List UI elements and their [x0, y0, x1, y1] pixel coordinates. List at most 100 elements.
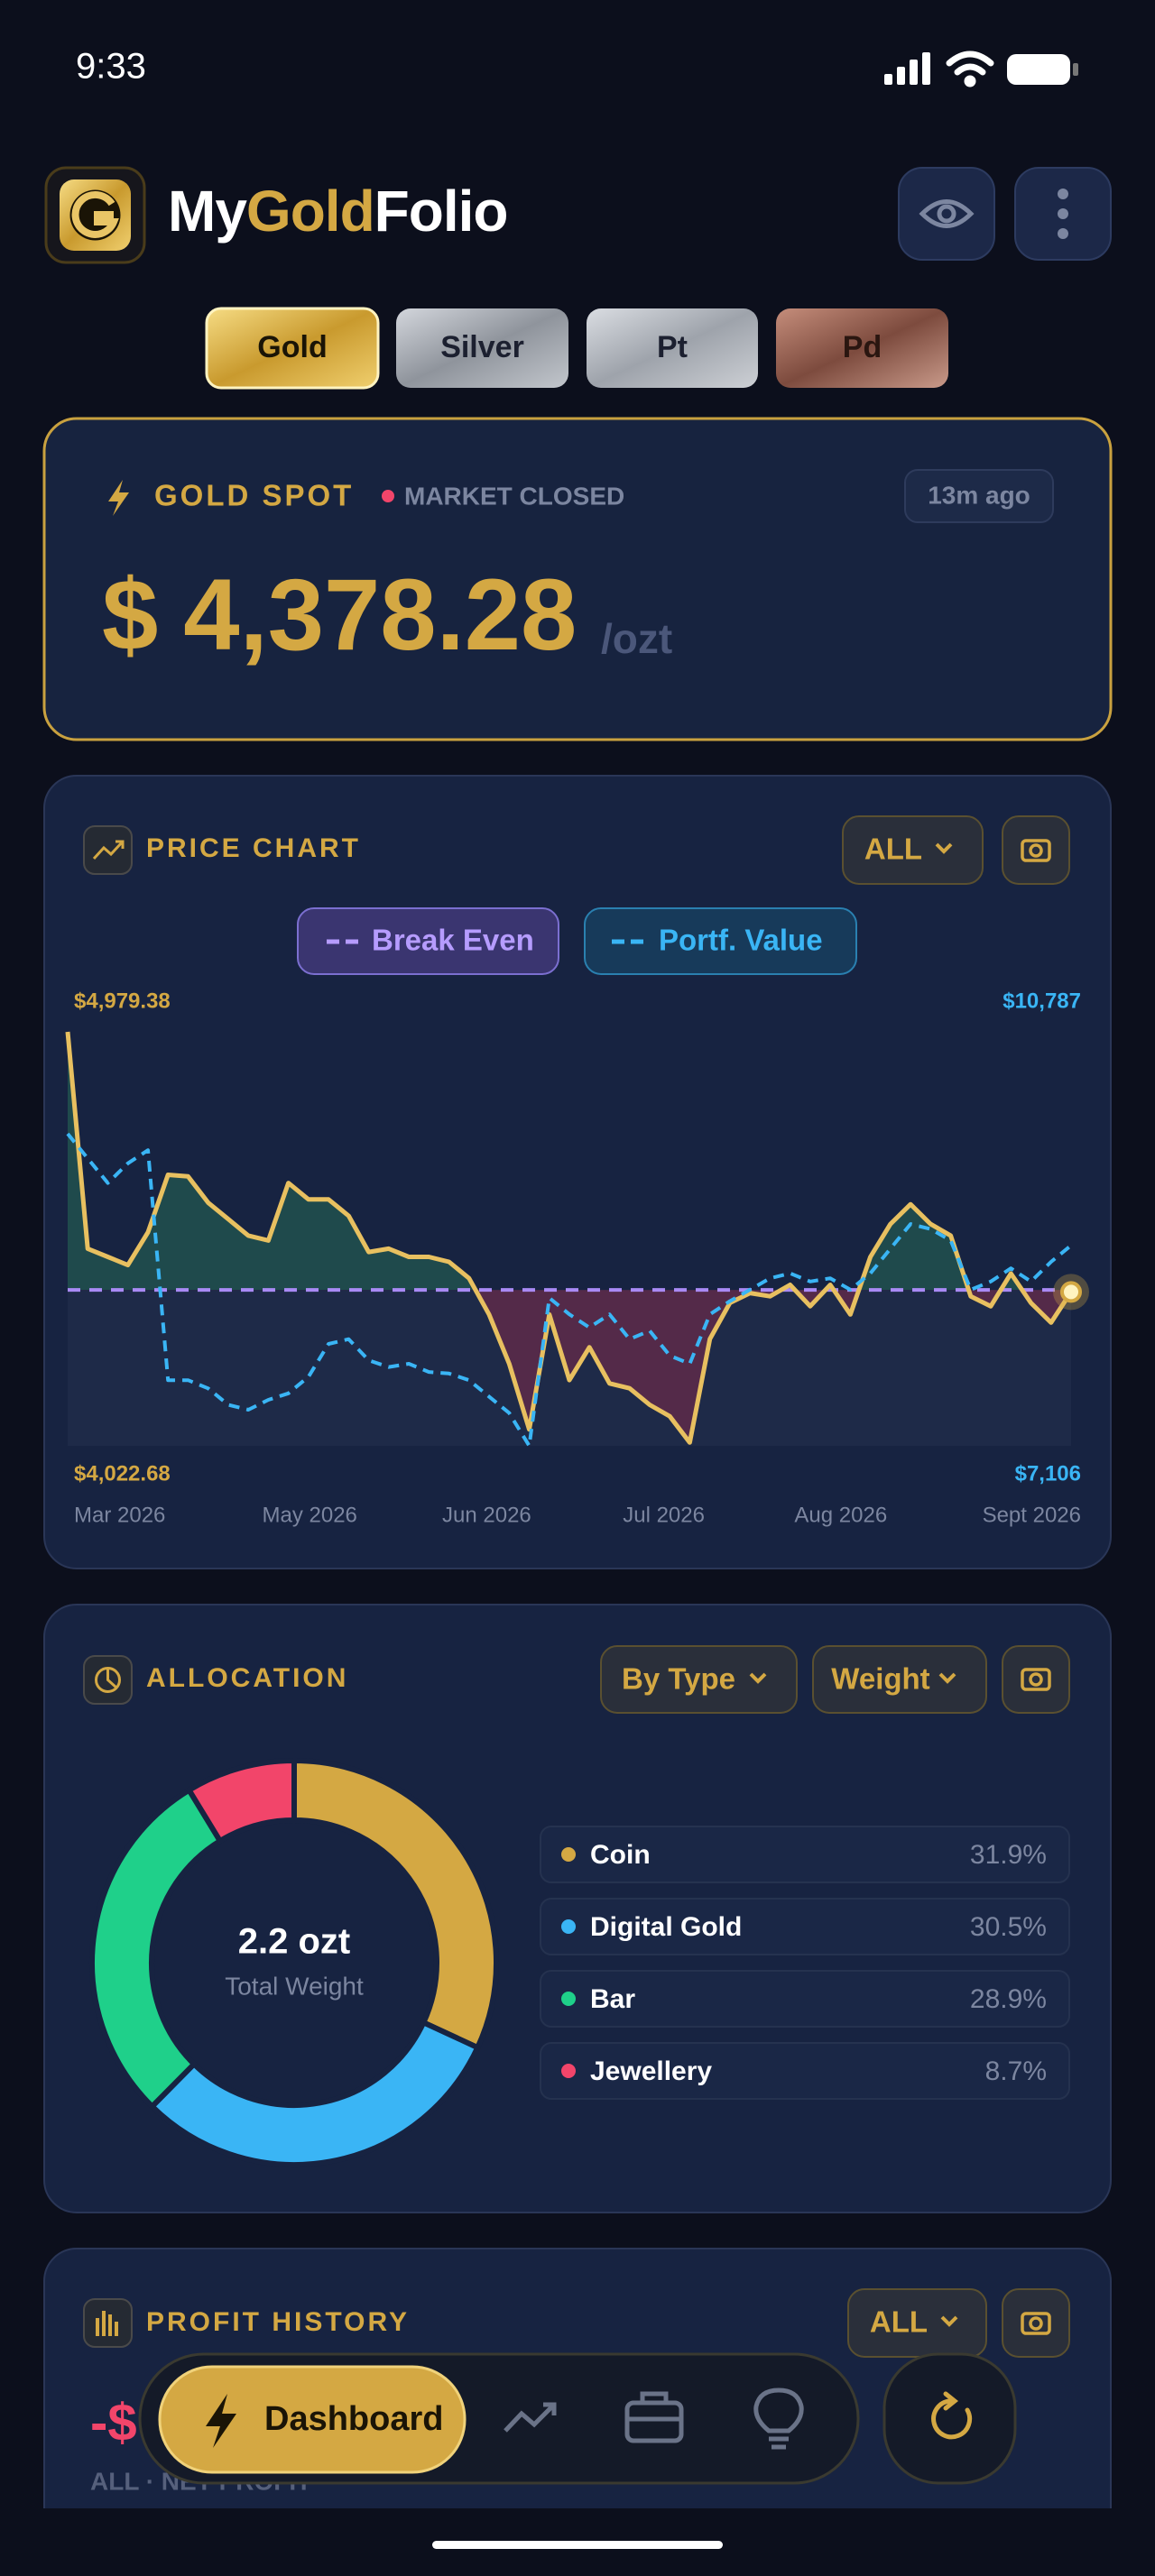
tab-pd[interactable] — [776, 308, 948, 388]
tab-silver[interactable] — [396, 308, 568, 388]
price-plot: $4,022.68 $4,979.38 $7,106 $10,787 Mar 2026 M… — [65, 989, 1089, 1527]
camera-icon — [1021, 2312, 1051, 2335]
x-tick-label: Jun 2026 — [442, 1503, 531, 1527]
trend-icon — [92, 840, 125, 860]
legend-dot — [561, 1992, 576, 2006]
legend-value: 30.5% — [970, 1912, 1047, 1942]
updated-pill — [904, 469, 1054, 523]
nav-insights[interactable] — [753, 2387, 804, 2450]
y-tick-label: $4,979.38 — [74, 989, 171, 1013]
legend-row — [540, 2042, 1070, 2100]
tab-label: Pt — [657, 330, 688, 364]
pie-icon — [95, 1667, 121, 1693]
bolt-icon — [108, 480, 129, 516]
tab-pt[interactable] — [587, 308, 758, 388]
status-time: 9:33 — [76, 47, 146, 87]
logo-glyph — [71, 190, 119, 238]
eye-pupil — [937, 204, 956, 224]
loss-area — [68, 1290, 1071, 1443]
last-point — [1060, 1281, 1082, 1303]
home-indicator — [432, 2541, 723, 2549]
snapshot-button[interactable] — [1002, 1645, 1070, 1714]
refresh-icon — [931, 2391, 973, 2440]
tab-gold[interactable] — [205, 307, 380, 390]
legend-dot — [561, 1919, 576, 1934]
camera-icon — [1021, 839, 1051, 862]
status-dot — [382, 490, 394, 502]
spot-label: GOLD SPOT — [154, 479, 354, 512]
snapshot-button[interactable] — [1002, 2288, 1070, 2358]
donut-center-label: Total Weight — [225, 1972, 364, 2000]
brand-suffix: Folio — [374, 179, 508, 244]
legend-label: Bar — [590, 1984, 635, 2014]
legend-label: Jewellery — [590, 2056, 712, 2086]
nav-trends[interactable] — [504, 2402, 557, 2433]
donut-segment — [185, 1757, 297, 1845]
x-tick-label: Sept 2026 — [983, 1503, 1081, 1527]
legend-row — [540, 1826, 1070, 1883]
price-line — [65, 1031, 1074, 1445]
donut-segment — [148, 2019, 482, 2167]
menu-icon — [1058, 189, 1068, 239]
group-dropdown[interactable] — [600, 1645, 798, 1714]
y-tick-label: $4,022.68 — [74, 1461, 171, 1486]
y2-tick-label: $10,787 — [1003, 989, 1081, 1013]
bars-icon — [96, 2311, 118, 2336]
legend-dot — [561, 1847, 576, 1862]
nav-label: Dashboard — [264, 2400, 443, 2438]
legend-break-even[interactable] — [297, 907, 559, 975]
measure-dropdown[interactable] — [812, 1645, 987, 1714]
legend-value: 31.9% — [970, 1840, 1047, 1870]
brand-prefix: My — [168, 179, 247, 244]
bars-icon-box — [83, 2298, 133, 2348]
camera-icon — [1021, 1668, 1051, 1691]
price: 4,378.28 — [183, 558, 577, 671]
section-title: PRICE CHART — [146, 833, 361, 863]
x-tick-label: Mar 2026 — [74, 1503, 165, 1527]
snapshot-button[interactable] — [1002, 815, 1070, 885]
gain-area — [68, 1031, 1022, 1291]
legend-row — [540, 1970, 1070, 2028]
chevron — [940, 2315, 958, 2327]
chevron — [749, 1672, 767, 1684]
range-label: ALL — [864, 833, 922, 866]
nav-dashboard[interactable] — [158, 2365, 467, 2474]
tab-label: Gold — [257, 330, 327, 364]
bolt-icon — [206, 2394, 236, 2448]
measure-label: Weight — [831, 1662, 929, 1696]
currency: $ — [102, 558, 158, 671]
refresh-button[interactable] — [882, 2352, 1017, 2485]
legend-dot — [561, 2064, 576, 2078]
y2-tick-label: $7,106 — [1015, 1461, 1081, 1486]
donut: Coin 31.9% Digital Gold 30.5% Bar 28.9% Jewell… — [89, 1757, 1070, 2167]
privacy-button[interactable] — [898, 167, 995, 261]
legend-label: Portf. Value — [659, 924, 823, 957]
nav-portfolio[interactable] — [624, 2391, 684, 2443]
legend-row — [540, 1898, 1070, 1955]
market-status: MARKET CLOSED — [404, 482, 624, 510]
price-unit: /ozt — [601, 615, 672, 662]
chevron — [938, 1672, 956, 1684]
legend-label: Digital Gold — [590, 1912, 742, 1942]
range-dropdown[interactable] — [842, 815, 984, 885]
brand-highlight: Gold — [246, 179, 374, 244]
brand-title: MyGoldFolio — [168, 179, 508, 244]
legend-portfolio[interactable] — [584, 907, 857, 975]
x-tick-label: Aug 2026 — [794, 1503, 887, 1527]
price-chart-card — [43, 775, 1112, 1569]
eye-icon — [919, 199, 975, 228]
section-title: PROFIT HISTORY — [146, 2307, 410, 2337]
profit-value: -$ — [90, 2393, 137, 2452]
legend-label: Coin — [590, 1840, 651, 1870]
tab-label: Pd — [843, 330, 882, 364]
legend-value: 8.7% — [985, 2056, 1047, 2086]
tab-label: Silver — [440, 330, 524, 364]
donut-segment — [291, 1757, 499, 2052]
legend-label: Break Even — [372, 924, 534, 957]
spot-card — [42, 417, 1113, 741]
range-label: ALL — [870, 2305, 928, 2339]
wifi-icon — [946, 51, 994, 87]
spot-price: $4,378.28 — [102, 558, 577, 671]
battery-cap — [1073, 63, 1078, 76]
